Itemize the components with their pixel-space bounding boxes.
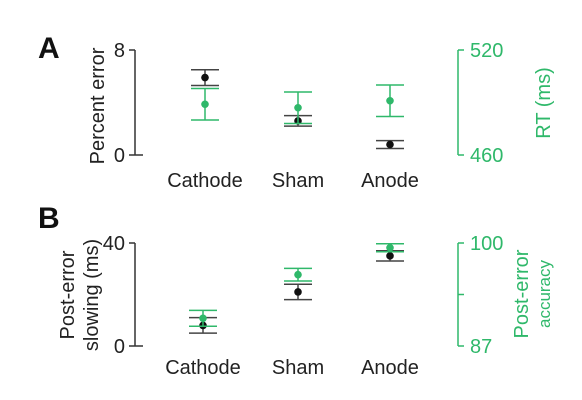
- panel-b-right-axis-label-line1: Post-error: [511, 249, 533, 338]
- panel-b-green-series-point: [386, 243, 394, 252]
- panel-a-black-series-point: [201, 73, 209, 82]
- panel-b-green-series-point: [199, 314, 207, 323]
- panel-b-left-axis-label-line1: Post-error: [57, 250, 79, 339]
- panel-a-black-series-point: [386, 140, 394, 149]
- panel-b-category-label: Anode: [361, 357, 419, 379]
- panel-b-green-series-point: [294, 270, 302, 279]
- panel-label-a: A: [38, 32, 60, 65]
- panel-b-category-label: Cathode: [165, 357, 241, 379]
- panel-b-right-tick-label: 87: [470, 336, 492, 358]
- panel-a-category-label: Cathode: [167, 170, 243, 192]
- panel-a-right-tick-label: 460: [470, 145, 503, 167]
- panel-a-right-axis-label: RT (ms): [533, 67, 555, 138]
- panel-label-b: B: [38, 202, 60, 235]
- panel-b-category-label: Sham: [272, 357, 324, 379]
- panel-b-black-series-point: [294, 288, 302, 296]
- panel-a-left-axis-label: Percent error: [87, 47, 109, 164]
- panel-a-green-series-point: [201, 100, 209, 109]
- panel-a-category-label: Sham: [272, 170, 324, 192]
- panel-b-left-axis-label-line2: slowing (ms): [81, 239, 103, 351]
- panel-a-left-tick-label: 0: [114, 145, 125, 167]
- plot-layer: 8 0 520 460 Cathode Sham Anode 40 0 100 87 Cathode S…: [103, 40, 504, 379]
- panel-b-left-tick-label: 0: [114, 336, 125, 358]
- panel-a-right-tick-label: 520: [470, 40, 503, 62]
- panel-b-right-tick-label: 100: [470, 233, 503, 255]
- panel-a-green-series-point: [386, 96, 394, 105]
- panel-b-black-series-point: [386, 252, 394, 260]
- panel-b-left-tick-label: 40: [103, 233, 125, 255]
- panel-a-category-label: Anode: [361, 170, 419, 192]
- panel-b-right-axis-label-line2: accuracy: [535, 259, 554, 328]
- panel-a-green-series-point: [294, 103, 302, 112]
- panel-a-left-tick-label: 8: [114, 40, 125, 62]
